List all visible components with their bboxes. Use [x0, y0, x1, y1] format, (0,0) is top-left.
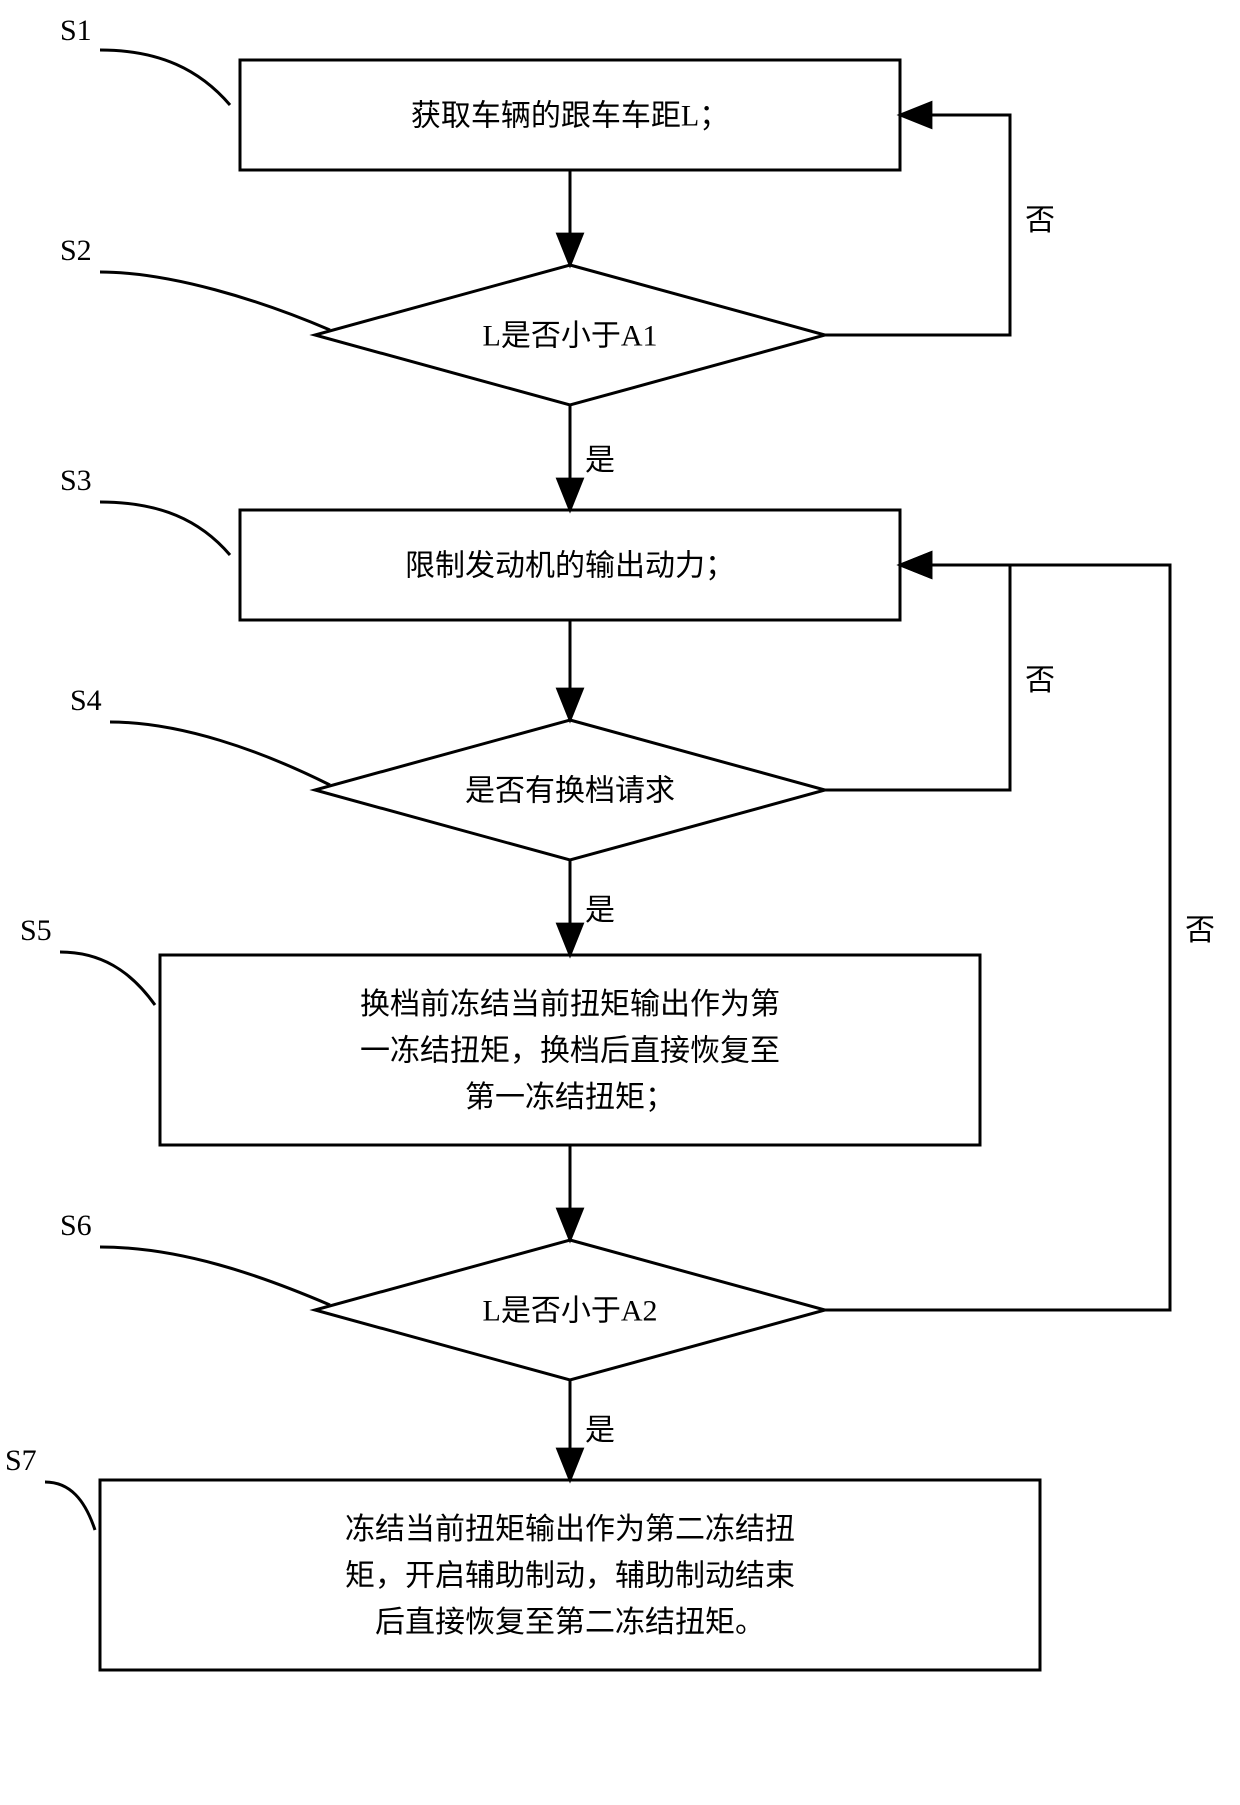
flow-box-text-s1: 获取车辆的跟车车距L；: [411, 100, 729, 133]
flow-edge-label-s6-no: 否: [1185, 914, 1215, 947]
flow-box-text-s7: 冻结当前扭矩输出作为第二冻结扭矩，开启辅助制动，辅助制动结束后直接恢复至第二冻结…: [345, 1513, 795, 1639]
flow-box-text-s3: 限制发动机的输出动力；: [405, 550, 735, 583]
flow-edge-s6-no: [825, 565, 1170, 1310]
flow-box-text-s5: 换档前冻结当前扭矩输出作为第一冻结扭矩，换档后直接恢复至第一冻结扭矩；: [360, 988, 780, 1114]
step-label-leader-s2: [100, 272, 330, 330]
flow-edge-label-s4-no: 否: [1025, 664, 1055, 697]
flow-box-text-s7-line: 矩，开启辅助制动，辅助制动结束: [345, 1560, 795, 1593]
step-label-leader-s1: [100, 50, 230, 105]
flow-edge-s2-no: [825, 115, 1010, 335]
flow-diamond-text-s6: L是否小于A2: [483, 1295, 658, 1328]
step-label-leader-s7: [45, 1482, 95, 1530]
flow-edge-label-s6-s7: 是: [585, 1414, 615, 1447]
flow-diamond-text-s2-line: L是否小于A1: [483, 320, 658, 353]
step-label-s1: S1: [60, 14, 92, 47]
step-label-s6: S6: [60, 1209, 92, 1242]
step-label-s3: S3: [60, 464, 92, 497]
flow-diamond-text-s4: 是否有换档请求: [465, 775, 675, 808]
flow-edge-s4-no: [825, 565, 1010, 790]
step-label-s2: S2: [60, 234, 92, 267]
flowchart-diagram: 获取车辆的跟车车距L； S1 L是否小于A1 S2 限制发动机的输出动力； S3 是否有换档…: [0, 0, 1240, 1805]
flow-box-text-s5-line: 第一冻结扭矩；: [465, 1081, 675, 1114]
step-label-leader-s3: [100, 502, 230, 555]
step-label-s7: S7: [5, 1444, 37, 1477]
flow-box-text-s5-line: 换档前冻结当前扭矩输出作为第: [360, 988, 780, 1021]
flow-box-text-s1-line: 获取车辆的跟车车距L；: [411, 100, 729, 133]
flow-box-text-s7-line: 冻结当前扭矩输出作为第二冻结扭: [345, 1513, 795, 1546]
step-label-leader-s6: [100, 1247, 330, 1305]
flow-diamond-text-s2: L是否小于A1: [483, 320, 658, 353]
step-label-leader-s5: [60, 952, 155, 1005]
step-label-s4: S4: [70, 684, 102, 717]
step-label-s5: S5: [20, 914, 52, 947]
flow-box-text-s7-line: 后直接恢复至第二冻结扭矩。: [375, 1606, 765, 1639]
flow-box-text-s5-line: 一冻结扭矩，换档后直接恢复至: [360, 1035, 780, 1068]
flow-edge-label-s4-s5: 是: [585, 894, 615, 927]
flow-box-text-s3-line: 限制发动机的输出动力；: [405, 550, 735, 583]
step-label-leader-s4: [110, 722, 330, 785]
flow-diamond-text-s6-line: L是否小于A2: [483, 1295, 658, 1328]
flow-edge-label-s2-no: 否: [1025, 204, 1055, 237]
flow-edge-label-s2-s3: 是: [585, 444, 615, 477]
flow-diamond-text-s4-line: 是否有换档请求: [465, 775, 675, 808]
